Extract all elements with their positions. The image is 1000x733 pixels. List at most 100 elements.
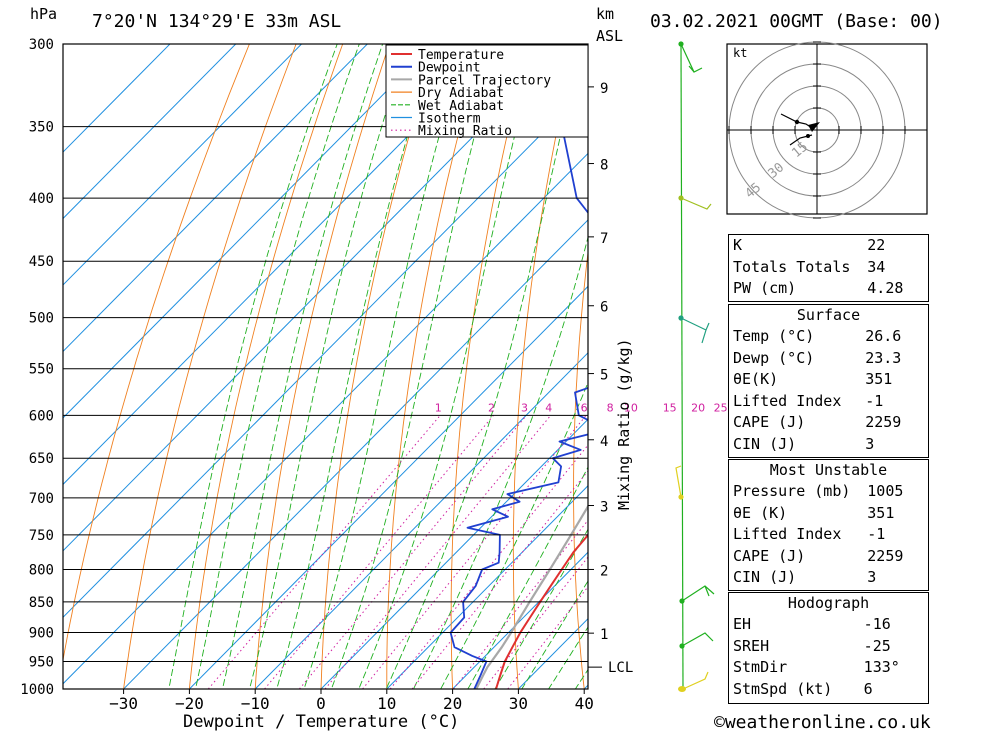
most-unstable-title: Most Unstable: [769, 461, 888, 479]
hodograph-title: Hodograph: [787, 594, 870, 612]
isotherm-line: [63, 44, 303, 286]
mixing-ratio-line: [362, 415, 587, 689]
site-credit: ©weatheronline.co.uk: [714, 712, 931, 733]
surface-value: 351: [865, 370, 893, 388]
dry-adiabat-line: [188, 44, 344, 689]
background-lines: [63, 7, 1000, 715]
pressure-tick-label: 750: [29, 528, 54, 544]
wet-adiabat-line: [221, 44, 384, 689]
surface-label: Lifted Index: [733, 391, 842, 410]
mixing-ratio-label: 25: [714, 401, 728, 414]
legend-label: Dewpoint: [418, 61, 481, 76]
surface-label: θE(K): [733, 370, 779, 388]
km-tick-label: 1: [600, 627, 608, 643]
mu-value: 2259: [867, 546, 904, 565]
pressure-tick-label: 350: [29, 120, 54, 136]
mu-value: 1005: [867, 482, 904, 500]
location-title: 7°20'N 134°29'E 33m ASL: [92, 11, 341, 32]
dry-adiabat-line: [632, 7, 677, 715]
pressure-tick-label: 500: [29, 311, 54, 327]
surface-label: Dewp (°C): [733, 348, 815, 367]
temperature-axis: −30 −20 −10 0 10 20 30 40: [109, 689, 594, 713]
mu-label: θE (K): [733, 503, 788, 522]
pressure-tick-label: 700: [29, 491, 54, 507]
wind-barb: [680, 43, 703, 73]
isotherm-line: [320, 418, 588, 689]
index-value: 4.28: [867, 279, 904, 297]
wind-barb-dot: [679, 598, 685, 604]
dry-adiabat-line: [450, 44, 530, 689]
x-tick-label: 20: [443, 694, 462, 713]
mu-value: -1: [867, 525, 886, 543]
pressure-tick-label: 1000: [20, 682, 54, 698]
pressure-tick-label: 400: [29, 191, 54, 207]
index-label: Totals Totals: [733, 257, 851, 276]
wind-barb-dot: [678, 195, 684, 201]
height-axis: 1 2 3 4 5 6 7 8 9 LCL: [588, 81, 633, 676]
mu-label: CIN (J): [733, 568, 797, 586]
surface-title: Surface: [796, 306, 861, 324]
wet-adiabat-line: [249, 44, 409, 689]
mixing-ratio-label: 15: [663, 401, 677, 414]
mixing-ratio-line: [324, 415, 552, 689]
index-value: 22: [867, 236, 886, 254]
mixing-ratio-line: [411, 470, 588, 689]
dry-adiabat-line: [948, 7, 1000, 715]
wind-barb: [675, 465, 682, 498]
hodograph-unit: kt: [733, 46, 747, 60]
legend-label: Temperature: [418, 48, 504, 63]
hodo-value: -16: [863, 615, 891, 633]
indices-surface: Surface Temp (°C) 26.6 Dewp (°C) 23.3 θE(K…: [728, 304, 929, 458]
wet-adiabat-line: [385, 44, 583, 689]
wet-adiabat-line: [358, 44, 539, 689]
mixing-ratio-line: [207, 415, 441, 689]
wet-adiabat-line: [303, 44, 466, 689]
pressure-tick-label: 450: [29, 254, 54, 270]
legend-label: Dry Adiabat: [418, 86, 504, 101]
wind-profile: [675, 41, 715, 692]
hodo-value: 6: [863, 679, 873, 698]
surface-label: CAPE (J): [733, 413, 806, 431]
dry-adiabat-line: [573, 248, 588, 689]
mixing-ratio-label: 4: [545, 401, 552, 414]
mixing-ratio-label: 6: [581, 401, 588, 414]
wind-barb: [681, 632, 714, 647]
surface-value: 26.6: [865, 327, 902, 345]
mixing-ratio-label: 3: [521, 401, 528, 414]
wind-barb: [680, 197, 712, 210]
hodo-value: -25: [863, 636, 891, 655]
wet-adiabat-line: [440, 381, 588, 689]
index-label: K: [733, 236, 743, 254]
hodo-value: 133°: [863, 658, 900, 676]
x-tick-label: 0: [316, 694, 326, 713]
km-tick-label: 9: [600, 81, 608, 97]
dry-adiabat-line: [386, 44, 484, 689]
mu-value: 351: [867, 503, 895, 522]
legend-label: Mixing Ratio: [418, 124, 512, 139]
wind-barb: [682, 671, 709, 690]
km-tick-label: 2: [600, 563, 608, 579]
pressure-tick-label: 850: [29, 595, 54, 611]
wet-adiabat-line: [330, 44, 500, 689]
wet-adiabat-line: [195, 44, 360, 689]
hodograph: kt 15 30 45: [726, 41, 928, 219]
pressure-tick-label: 300: [29, 37, 54, 53]
pressure-tick-label: 950: [29, 655, 54, 671]
pressure-tick-label: 800: [29, 562, 54, 578]
x-axis-label: Dewpoint / Temperature (°C): [183, 712, 459, 732]
dry-adiabat-line: [63, 44, 250, 663]
isotherm-line: [386, 485, 588, 689]
indices-most-unstable: Most Unstable Pressure (mb) 1005 θE (K) 35…: [728, 459, 929, 591]
mixing-ratio-labels: 1 2 3 4 6 8 10 15 20 25: [435, 401, 728, 414]
wet-adiabat-line: [168, 44, 338, 689]
legend-label: Isotherm: [418, 112, 481, 127]
mixing-ratio-label: 10: [624, 401, 638, 414]
wind-barb: [681, 585, 715, 602]
wet-adiabat-line: [467, 466, 588, 689]
dry-adiabat-line: [254, 44, 390, 689]
wind-barb-dot: [678, 41, 684, 47]
wet-adiabat-line: [276, 44, 436, 689]
wind-barb-dot: [678, 494, 684, 500]
wind-barb: [680, 317, 710, 344]
km-tick-label: 5: [600, 368, 608, 384]
